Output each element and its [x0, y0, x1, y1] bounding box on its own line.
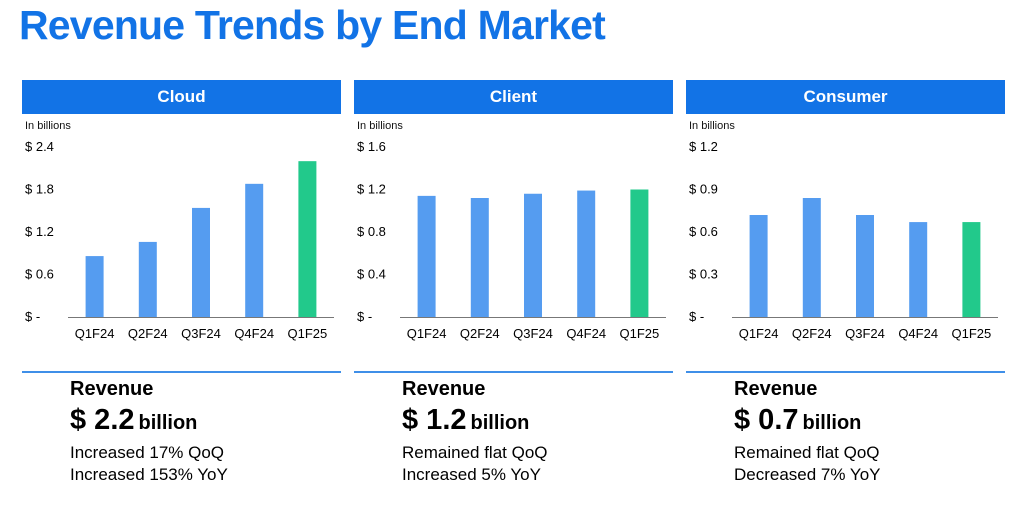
bar-chart-cloud: $ - $ 0.6 $ 1.2 $ 1.8 $ 2.4 Q1F24 Q2F24 Q3F24 Q4…: [25, 139, 334, 341]
y-tick-label: $ 2.4: [25, 139, 54, 154]
units-note: In billions: [25, 120, 71, 132]
y-tick-label: $ -: [25, 309, 40, 324]
revenue-unit: billion: [470, 412, 530, 434]
bar-q4f24: [245, 183, 264, 317]
bar-q1f24: [749, 215, 768, 317]
summary-value: $ 0.7 billion: [734, 403, 881, 442]
x-tick-label: Q1F25: [288, 326, 328, 341]
divider: [686, 371, 1005, 373]
summary-heading: Revenue: [70, 378, 154, 400]
yoy-change: Decreased 7% YoY: [734, 465, 881, 484]
summary-heading: Revenue: [734, 378, 818, 400]
bar-q1f25: [298, 161, 317, 317]
x-tick-label: Q1F25: [620, 326, 660, 341]
yoy-change: Increased 153% YoY: [70, 465, 228, 484]
y-tick-label: $ 0.9: [689, 182, 718, 197]
y-tick-label: $ 0.8: [357, 224, 386, 239]
bar-q1f24: [417, 195, 436, 317]
x-tick-label: Q1F25: [952, 326, 992, 341]
revenue-summary: Revenue $ 0.7 billion Remained flat QoQ D…: [734, 377, 881, 486]
x-tick-label: Q3F24: [845, 326, 885, 341]
x-tick-label: Q4F24: [566, 326, 606, 341]
units-note: In billions: [689, 120, 735, 132]
page-title: Revenue Trends by End Market: [19, 2, 606, 48]
bar-q3f24: [856, 215, 874, 317]
qoq-change: Increased 17% QoQ: [70, 443, 225, 462]
revenue-amount: $ 0.7: [734, 404, 799, 436]
y-tick-label: $ -: [357, 309, 372, 324]
panel-cloud: Cloud In billions $ - $ 0.6 $ 1.2 $ 1.8 $ 2.…: [22, 80, 341, 500]
revenue-summary: Revenue $ 1.2 billion Remained flat QoQ I…: [402, 377, 548, 486]
bar-q4f24: [909, 222, 928, 317]
bar-q4f24: [577, 190, 596, 317]
bar-q3f24: [192, 207, 210, 317]
x-tick-label: Q1F24: [407, 326, 447, 341]
bar-q1f25: [962, 222, 981, 317]
bar-chart-consumer: $ - $ 0.3 $ 0.6 $ 0.9 $ 1.2 Q1F24 Q2F24 Q3F24 Q4…: [689, 139, 998, 341]
panel-consumer: Consumer In billions $ - $ 0.3 $ 0.6 $ 0.9 $…: [686, 80, 1005, 500]
x-tick-label: Q1F24: [739, 326, 779, 341]
y-tick-label: $ 0.6: [25, 267, 54, 282]
bar-q1f25: [630, 189, 649, 317]
x-tick-label: Q2F24: [460, 326, 500, 341]
bar-q2f24: [138, 241, 157, 317]
revenue-amount: $ 2.2: [70, 404, 135, 436]
bar-q2f24: [802, 198, 821, 317]
y-tick-label: $ 0.6: [689, 224, 718, 239]
y-tick-label: $ 1.6: [357, 139, 386, 154]
summary-value: $ 1.2 billion: [402, 403, 548, 442]
y-tick-label: $ 1.2: [25, 224, 54, 239]
x-tick-label: Q3F24: [513, 326, 553, 341]
summary-heading: Revenue: [402, 378, 486, 400]
x-tick-label: Q2F24: [128, 326, 168, 341]
y-tick-label: $ 0.3: [689, 267, 718, 282]
panel-header: Client: [354, 80, 673, 114]
units-note: In billions: [357, 120, 403, 132]
bar-q3f24: [524, 193, 542, 317]
y-tick-label: $ 1.2: [689, 139, 718, 154]
bar-q2f24: [470, 198, 489, 317]
panel-client: Client In billions $ - $ 0.4 $ 0.8 $ 1.2 $ 1…: [354, 80, 673, 500]
y-tick-label: $ 0.4: [357, 267, 386, 282]
x-tick-label: Q3F24: [181, 326, 221, 341]
x-tick-label: Q4F24: [234, 326, 274, 341]
bar-chart-client: $ - $ 0.4 $ 0.8 $ 1.2 $ 1.6 Q1F24 Q2F24 Q3F24 Q4…: [357, 139, 666, 341]
y-tick-label: $ 1.8: [25, 182, 54, 197]
y-tick-label: $ 1.2: [357, 182, 386, 197]
yoy-change: Increased 5% YoY: [402, 465, 541, 484]
y-tick-label: $ -: [689, 309, 704, 324]
qoq-change: Remained flat QoQ: [734, 443, 880, 462]
revenue-unit: billion: [802, 412, 862, 434]
bar-q1f24: [85, 256, 104, 317]
divider: [22, 371, 341, 373]
divider: [354, 371, 673, 373]
x-tick-label: Q1F24: [75, 326, 115, 341]
revenue-summary: Revenue $ 2.2 billion Increased 17% QoQ I…: [70, 377, 228, 486]
qoq-change: Remained flat QoQ: [402, 443, 548, 462]
panel-header: Cloud: [22, 80, 341, 114]
panel-header: Consumer: [686, 80, 1005, 114]
x-tick-label: Q4F24: [898, 326, 938, 341]
revenue-amount: $ 1.2: [402, 404, 467, 436]
x-tick-label: Q2F24: [792, 326, 832, 341]
revenue-unit: billion: [138, 412, 198, 434]
summary-value: $ 2.2 billion: [70, 403, 228, 442]
